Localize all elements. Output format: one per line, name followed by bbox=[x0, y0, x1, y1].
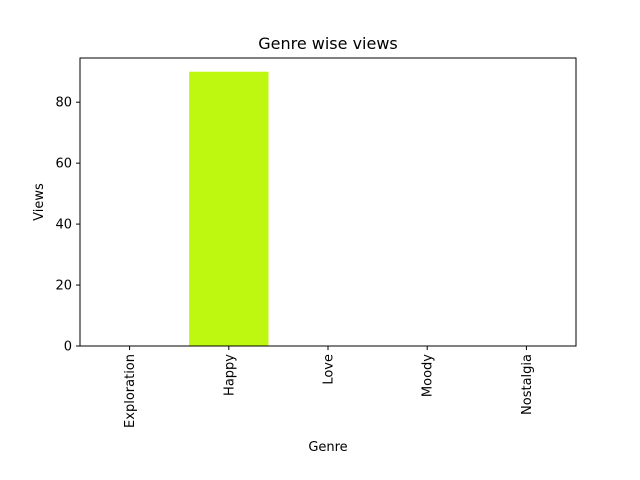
x-tick-label: Exploration bbox=[123, 354, 138, 428]
y-tick-label: 20 bbox=[55, 279, 72, 294]
chart-title: Genre wise views bbox=[258, 34, 398, 53]
x-tick-label: Love bbox=[322, 354, 337, 385]
x-axis-ticks: Exploration Happy Love Moody Nostalgia bbox=[123, 346, 535, 428]
x-tick-label: Moody bbox=[421, 354, 436, 397]
y-tick-label: 80 bbox=[55, 96, 72, 111]
bars-group bbox=[189, 71, 269, 346]
x-axis-label: Genre bbox=[308, 440, 347, 455]
x-tick-label: Nostalgia bbox=[520, 354, 535, 415]
y-tick-label: 0 bbox=[64, 340, 72, 355]
y-tick-label: 60 bbox=[55, 157, 72, 172]
y-axis-ticks: 0 20 40 60 80 bbox=[55, 96, 80, 355]
x-tick-label: Happy bbox=[222, 354, 237, 396]
y-tick-label: 40 bbox=[55, 218, 72, 233]
bar-happy bbox=[189, 71, 269, 346]
y-axis-label: Views bbox=[32, 183, 47, 221]
